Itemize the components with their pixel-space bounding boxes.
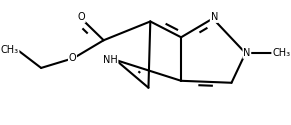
Text: O: O	[69, 53, 76, 63]
Text: N: N	[210, 12, 218, 22]
Text: NH: NH	[103, 55, 118, 65]
Text: N: N	[243, 48, 251, 58]
Text: CH₃: CH₃	[1, 45, 19, 55]
Text: O: O	[77, 12, 85, 22]
Text: CH₃: CH₃	[272, 48, 290, 58]
